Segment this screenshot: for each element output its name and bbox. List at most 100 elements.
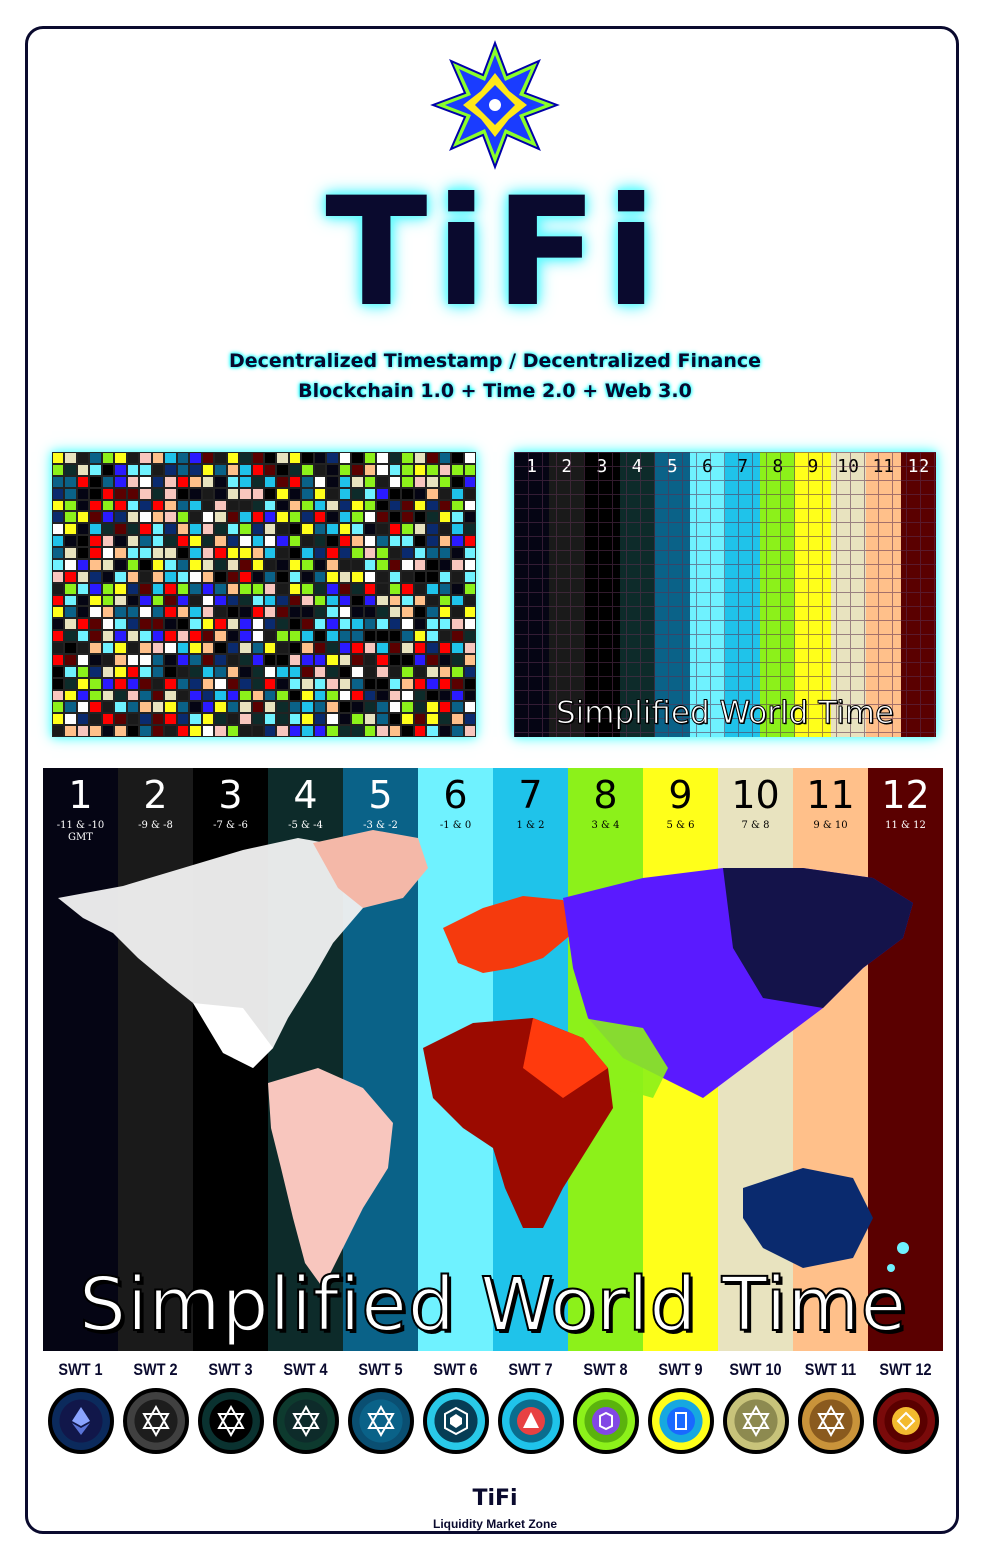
mosaic-tile [463, 570, 476, 583]
mosaic-tile [401, 499, 414, 512]
mosaic-tile [89, 452, 102, 464]
mosaic-tile [201, 653, 215, 666]
mosaic-tile [463, 452, 476, 464]
mosaic-tile [64, 487, 77, 500]
swt-token[interactable]: SWT 7 [493, 1358, 568, 1458]
mosaic-tile [301, 523, 314, 536]
mosaic-tile [101, 713, 115, 726]
mosaic-tile [176, 452, 190, 464]
mosaic-tile [76, 570, 90, 583]
mosaic-tile [276, 499, 289, 512]
swt-coin [422, 1388, 489, 1454]
mosaic-tile [251, 594, 264, 607]
swt-token[interactable]: SWT 6 [418, 1358, 493, 1458]
mosaic-tile [251, 475, 264, 488]
mosaic-tile [251, 463, 264, 476]
mosaic-tile [64, 665, 77, 678]
swt-coin [197, 1388, 264, 1454]
mosaic-tile [76, 594, 90, 607]
mosaic-tile [139, 725, 152, 737]
mosaic-tile [264, 594, 277, 607]
mosaic-tile [463, 475, 476, 488]
mosaic-tile [164, 523, 177, 536]
mosaic-tile [214, 713, 227, 726]
mosaic-tile [176, 463, 190, 476]
mosaic-tile [451, 511, 464, 524]
mosaic-tile [201, 725, 215, 737]
mosaic-tile [239, 665, 252, 678]
mosaic-tile [76, 487, 90, 500]
mosaic-tile [214, 630, 227, 642]
swt-token[interactable]: SWT 12 [868, 1358, 943, 1458]
swt-token[interactable]: SWT 1 [43, 1358, 118, 1458]
mosaic-tile [64, 653, 77, 666]
mosaic-tile [326, 606, 339, 619]
mosaic-tile [189, 594, 202, 607]
zone-offset: -3 & -2 [343, 820, 418, 832]
mosaic-tile [363, 499, 377, 512]
mosaic-tile [426, 677, 439, 690]
mosaic-tile [276, 463, 289, 476]
mosaic-tile [426, 618, 439, 631]
swt-token[interactable]: SWT 3 [193, 1358, 268, 1458]
mosaic-tile [413, 653, 427, 666]
hexagram-icon [741, 1404, 770, 1438]
mosaic-tile [239, 499, 252, 512]
mosaic-tile [451, 713, 464, 726]
mosaic-tile [301, 535, 314, 547]
mosaic-tile [288, 487, 302, 500]
mosaic-tile [276, 487, 289, 500]
swt-token[interactable]: SWT 11 [793, 1358, 868, 1458]
zone-offset-range: -11 & -10 [56, 820, 105, 831]
mosaic-tile [264, 535, 277, 547]
mosaic-tile [426, 475, 439, 488]
mosaic-tile [89, 487, 102, 500]
zone-stripe: 1 -11 & -10 GMT [43, 768, 118, 1351]
mosaic-tile [164, 511, 177, 524]
swt-token[interactable]: SWT 8 [568, 1358, 643, 1458]
mosaic-tile [376, 452, 389, 464]
mosaic-tile [52, 618, 65, 631]
mosaic-tile [239, 547, 252, 559]
mosaic-tile [376, 487, 389, 500]
mosaic-tile [401, 452, 414, 464]
mosaic-tile [176, 701, 190, 714]
mosaic-tile [101, 618, 115, 631]
mosaic-tile [301, 511, 314, 524]
mosaic-tile [463, 665, 476, 678]
mosaic-tile [301, 677, 314, 690]
mosaic-tile [401, 511, 414, 524]
mosaic-tile [438, 642, 452, 654]
mosaic-tile [326, 725, 339, 737]
mosaic-tile [52, 511, 65, 524]
mosaic-tile [89, 570, 102, 583]
mosaic-tile [388, 594, 402, 607]
swt-token[interactable]: SWT 10 [718, 1358, 793, 1458]
mosaic-tile [64, 511, 77, 524]
mosaic-tile [189, 582, 202, 595]
mosaic-tile [151, 558, 165, 571]
mosaic-tile [326, 523, 339, 536]
mosaic-tile [189, 701, 202, 714]
mosaic-tile [189, 606, 202, 619]
mosaic-tile [139, 558, 152, 571]
polygon-icon [591, 1407, 620, 1435]
mosaic-tile [139, 523, 152, 536]
swt-token[interactable]: SWT 4 [268, 1358, 343, 1458]
swt-token[interactable]: SWT 5 [343, 1358, 418, 1458]
mosaic-tile [164, 653, 177, 666]
mosaic-tile [214, 653, 227, 666]
mosaic-tile [301, 570, 314, 583]
mosaic-tile [201, 535, 215, 547]
mosaic-tile [264, 487, 277, 500]
mosaic-tile [101, 499, 115, 512]
swt-token[interactable]: SWT 2 [118, 1358, 193, 1458]
mosaic-tile [76, 689, 90, 702]
mosaic-tile [126, 701, 140, 714]
mosaic-tile [413, 642, 427, 654]
mosaic-tile [226, 701, 240, 714]
swt-token[interactable]: SWT 9 [643, 1358, 718, 1458]
mosaic-tile [388, 487, 402, 500]
mosaic-tile [201, 630, 215, 642]
mosaic-tile [363, 463, 377, 476]
